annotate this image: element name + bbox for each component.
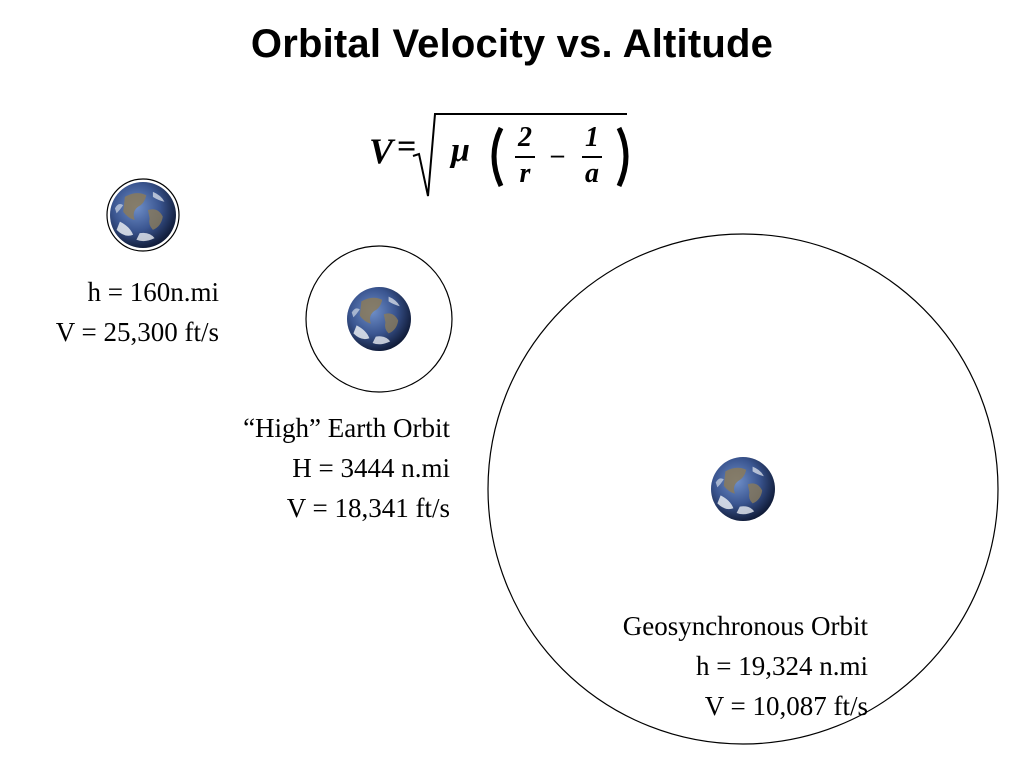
- formula-mu: μ: [451, 132, 470, 169]
- low-orbit-altitude: h = 160n.mi: [87, 277, 219, 307]
- geosynchronous-orbit-label: Geosynchronous Orbit h = 19,324 n.mi V =…: [623, 606, 868, 726]
- high-orbit: [305, 245, 453, 393]
- formula-minus: –: [551, 140, 564, 169]
- geosynchronous-orbit-path: [487, 233, 999, 745]
- low-orbit-velocity: V = 25,300 ft/s: [55, 317, 219, 347]
- high-orbit-altitude: H = 3444 n.mi: [292, 453, 450, 483]
- earth-icon: [711, 457, 775, 521]
- formula-denominator-a: a: [585, 158, 599, 189]
- formula-v: V: [369, 131, 394, 171]
- earth-icon: [110, 182, 176, 248]
- high-orbit-name: “High” Earth Orbit: [243, 413, 450, 443]
- formula-radical-sign: [412, 113, 629, 197]
- geosynchronous-orbit-name: Geosynchronous Orbit: [622, 611, 868, 641]
- high-orbit-velocity: V = 18,341 ft/s: [286, 493, 450, 523]
- high-orbit-label: “High” Earth Orbit H = 3444 n.mi V = 18,…: [243, 408, 450, 528]
- formula-numerator-2: 2: [518, 122, 532, 153]
- low-orbit-label: h = 160n.mi V = 25,300 ft/s: [56, 272, 219, 352]
- geosynchronous-orbit-altitude: h = 19,324 n.mi: [696, 651, 868, 681]
- earth-icon: [347, 287, 411, 351]
- page-title: Orbital Velocity vs. Altitude: [250, 22, 774, 66]
- formula-numerator-1: 1: [585, 122, 599, 153]
- geosynchronous-orbit: [487, 233, 999, 745]
- low-orbit-path: [106, 178, 180, 252]
- geosynchronous-orbit-velocity: V = 10,087 ft/s: [704, 691, 868, 721]
- formula-denominator-r: r: [519, 158, 531, 189]
- high-orbit-path: [305, 245, 453, 393]
- low-orbit: [106, 178, 180, 252]
- formula-equals: =: [397, 128, 417, 165]
- orbital-velocity-formula: V = μ 2 r – 1 a: [365, 108, 655, 204]
